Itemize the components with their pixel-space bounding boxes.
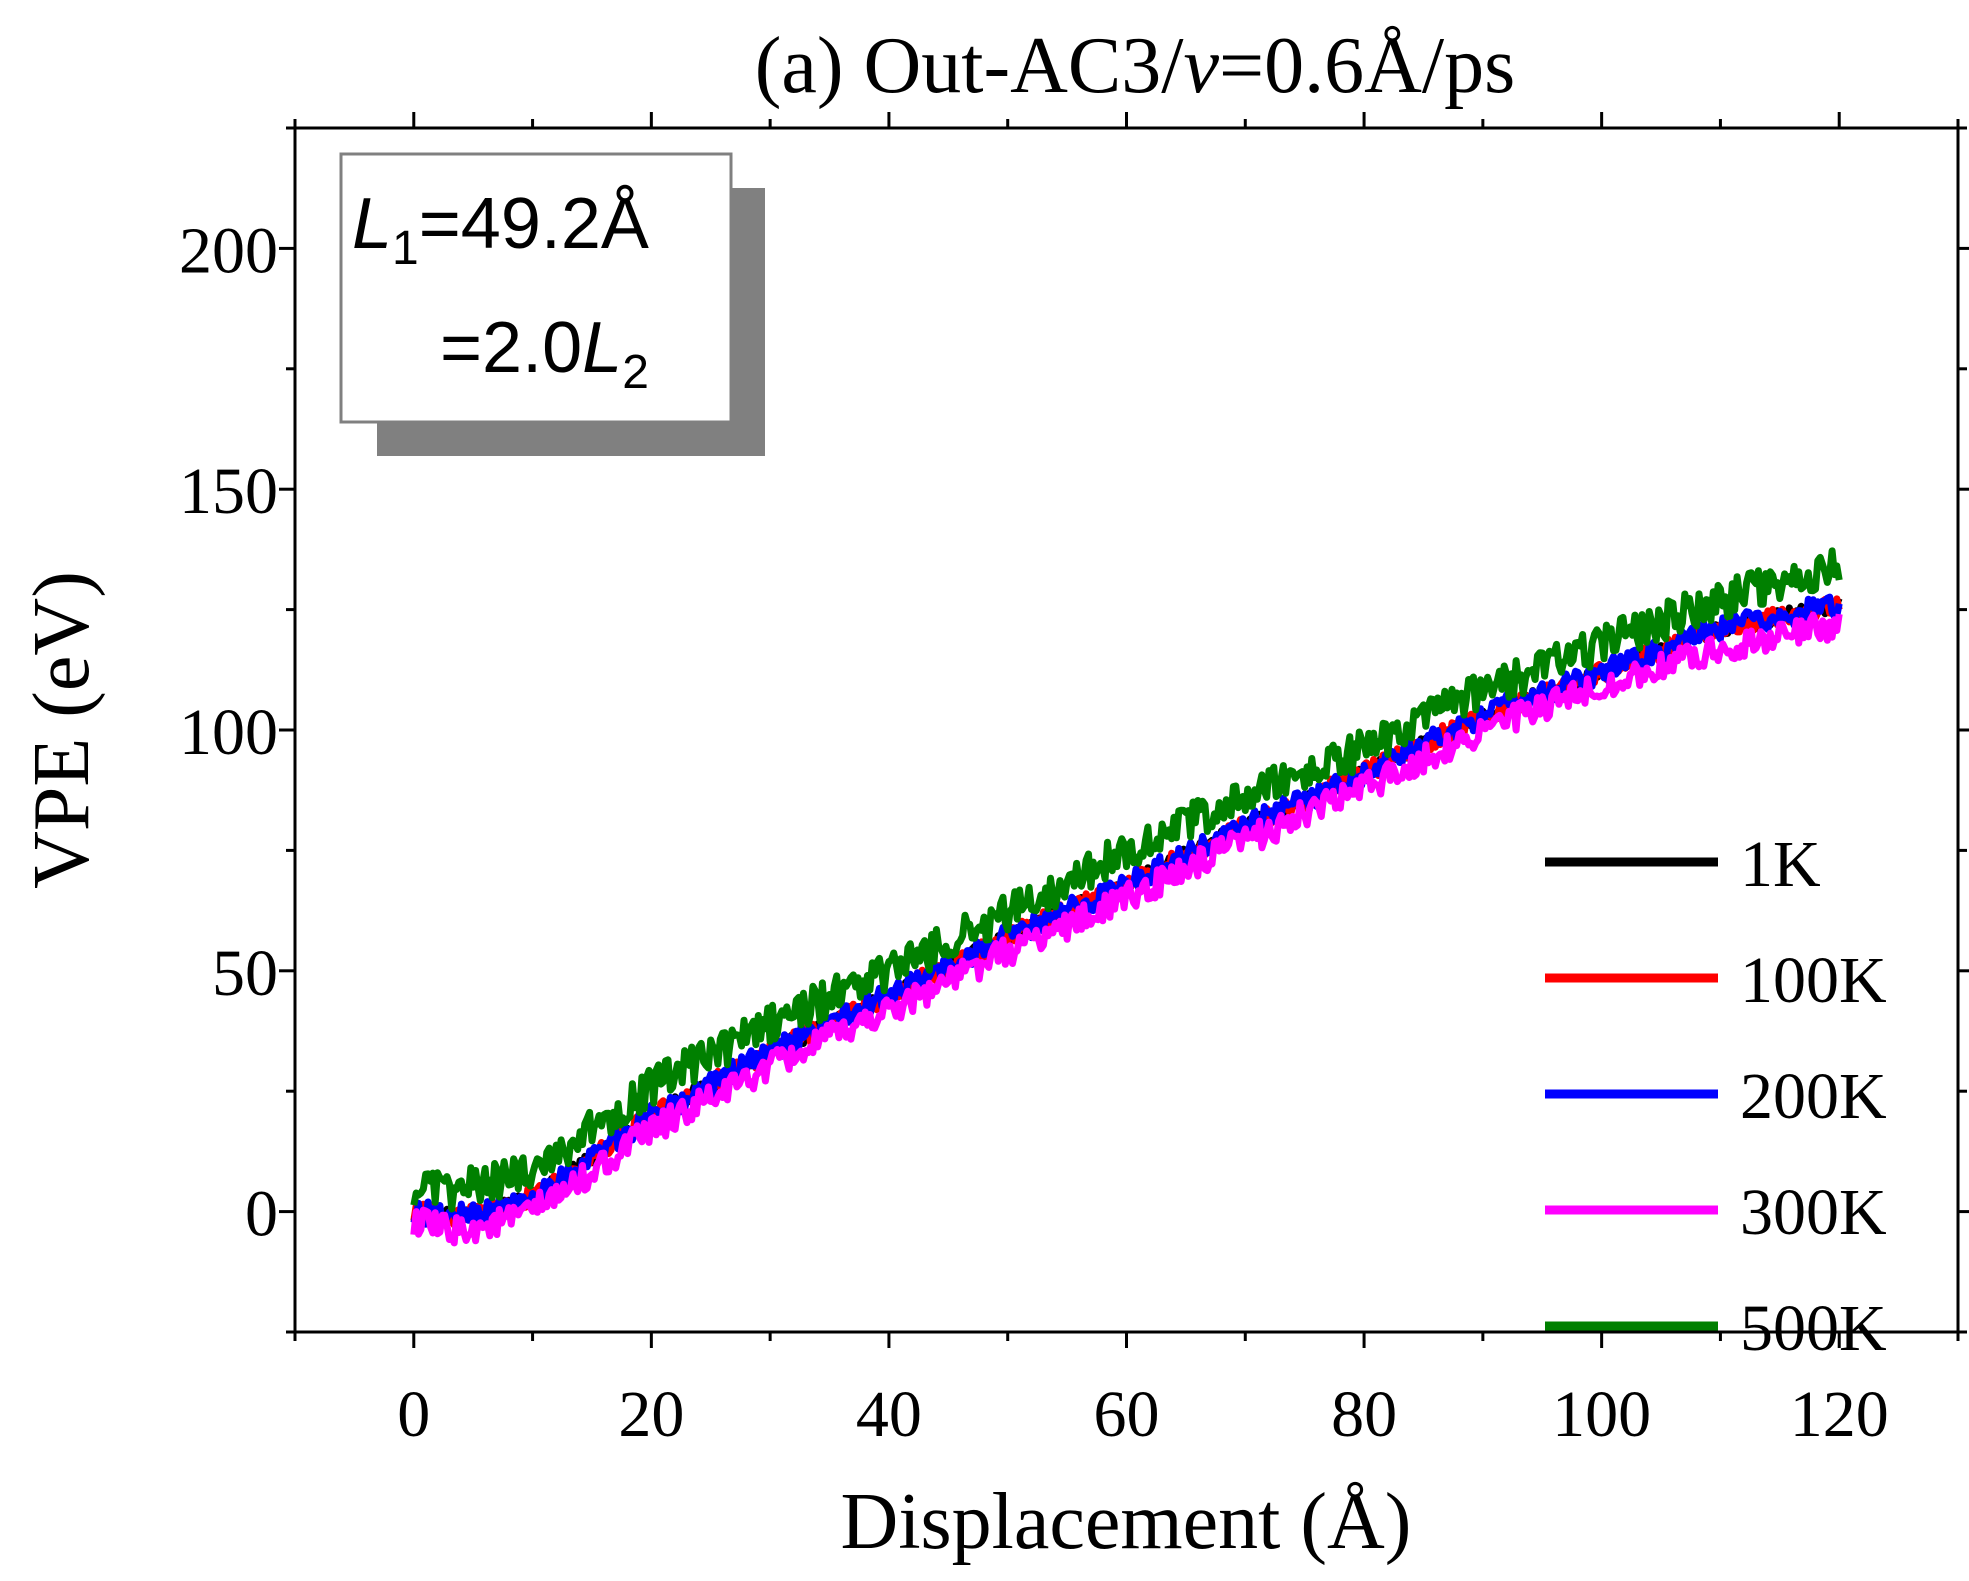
annotation-box: L1=49.2Å =2.0L2 (339, 152, 765, 456)
x-tick-label: 60 (1094, 1378, 1160, 1451)
legend-label-200k: 200K (1740, 1060, 1887, 1133)
y-axis-label: VPE (eV) (18, 571, 106, 889)
x-axis-label: Displacement (Å) (841, 1478, 1412, 1566)
annotation-pre-2: =2.0 (440, 308, 582, 388)
legend: 1K 100K 200K 300K 500K (1545, 828, 1887, 1365)
y-tick-label: 0 (245, 1178, 278, 1251)
annotation-panel (339, 152, 733, 424)
annotation-line-1: L1=49.2Å (352, 184, 649, 275)
series-line-500k (410, 547, 1843, 1213)
x-tick-label: 0 (397, 1378, 430, 1451)
chart-title-italic: v (1184, 22, 1220, 110)
series-line-300k (410, 611, 1843, 1247)
annotation-line-2: =2.0L2 (440, 308, 649, 399)
chart-title-prefix: (a) Out-AC3/ (755, 22, 1185, 110)
annotation-var-1: L (352, 184, 392, 264)
y-tick-label: 150 (179, 455, 278, 528)
y-tick-label: 200 (179, 214, 278, 287)
series-line-200k (410, 593, 1843, 1229)
x-tick-label: 100 (1552, 1378, 1651, 1451)
legend-label-500k: 500K (1740, 1292, 1887, 1365)
chart-title: (a) Out-AC3/v=0.6Å/ps (755, 22, 1516, 110)
y-tick-label: 100 (179, 696, 278, 769)
x-tick-label: 40 (856, 1378, 922, 1451)
legend-label-100k: 100K (1740, 944, 1887, 1017)
legend-label-1k: 1K (1740, 828, 1821, 901)
annotation-var-2: L (582, 308, 622, 388)
annotation-rest-1: =49.2Å (419, 184, 649, 264)
legend-label-300k: 300K (1740, 1176, 1887, 1249)
x-tick-label: 120 (1790, 1378, 1889, 1451)
y-tick-label: 50 (212, 937, 278, 1010)
series-group (410, 547, 1843, 1247)
chart-title-suffix: =0.6Å/ps (1219, 22, 1515, 110)
annotation-sub-2: 2 (622, 346, 649, 399)
axis-ticks: 0 20 40 60 80 100 120 0 50 100 150 200 (179, 112, 1969, 1451)
x-tick-label: 20 (618, 1378, 684, 1451)
annotation-sub-1: 1 (392, 222, 419, 275)
x-tick-label: 80 (1331, 1378, 1397, 1451)
